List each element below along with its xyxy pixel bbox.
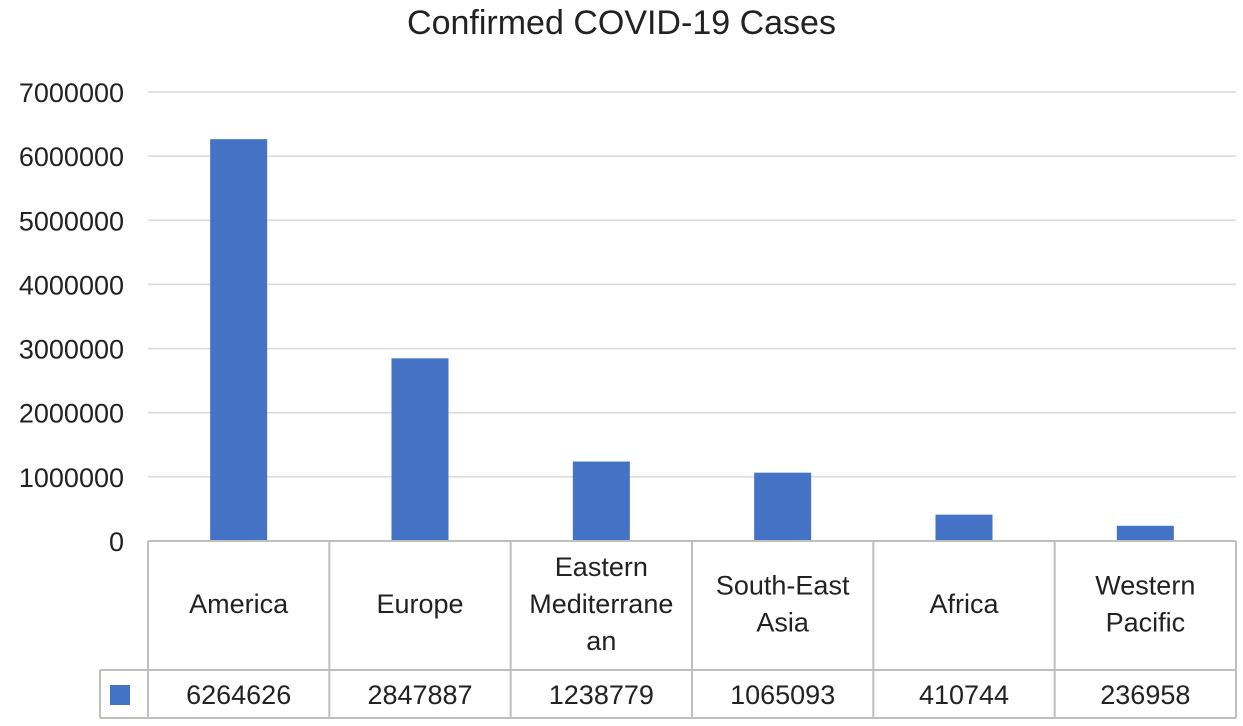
bar [210,139,268,541]
value-label: 2847887 [367,680,472,710]
legend-key [110,685,130,705]
y-axis: 0 1000000 2000000 3000000 4000000 5000000 6000… [19,78,124,557]
y-tick-label: 3000000 [19,335,124,365]
bar [935,514,993,541]
bar [391,358,449,541]
bars [210,139,1174,541]
data-table: America Europe Eastern Mediterrane an South-E… [99,540,1237,719]
value-label: 1238779 [549,680,654,710]
category-label: Eastern [555,552,648,582]
value-label: 410744 [919,680,1009,710]
category-label: Africa [929,589,999,619]
y-tick-label: 7000000 [19,78,124,108]
y-tick-label: 2000000 [19,399,124,429]
gridlines [148,91,1236,478]
y-tick-label: 6000000 [19,142,124,172]
value-label: 236958 [1100,680,1190,710]
bar [754,472,812,541]
category-label: Asia [756,608,810,638]
chart-title: Confirmed COVID-19 Cases [407,4,836,42]
bar [1116,525,1174,541]
y-tick-label: 4000000 [19,270,124,300]
bar [572,461,630,541]
category-label: Mediterrane [529,589,673,619]
category-label: America [189,589,289,619]
category-label: Western [1095,571,1195,601]
category-label: South-East [716,571,850,601]
category-label: an [586,626,616,656]
value-label: 1065093 [730,680,835,710]
category-label: Europe [376,589,463,619]
value-label: 6264626 [186,680,291,710]
y-tick-label: 5000000 [19,206,124,236]
category-label: Pacific [1106,608,1186,638]
y-tick-label: 0 [109,527,124,557]
y-tick-label: 1000000 [19,463,124,493]
